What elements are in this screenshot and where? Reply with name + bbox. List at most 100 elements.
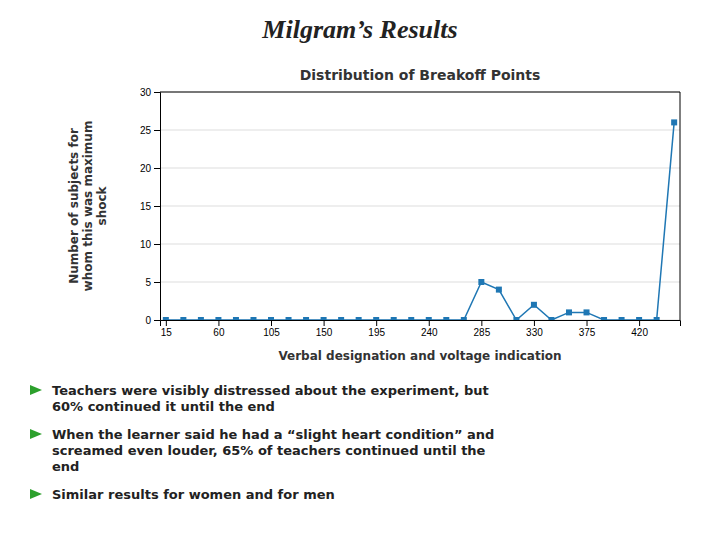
point [215,317,221,320]
tick: 60 [213,320,225,338]
tick-label: 150 [316,327,333,338]
subtitle: Distribution of Breakoff Points [300,67,541,83]
tick: 240 [421,320,438,338]
tick-mark [154,168,160,169]
point [566,309,572,315]
tick: 195 [368,320,385,338]
tick-mark [154,206,160,207]
tick-label: 20 [140,163,152,174]
point [250,317,256,320]
text-line: end [52,459,79,474]
grid-line [160,168,680,169]
tick-label: 195 [368,327,385,338]
text-line: Teachers were visibly distressed about t… [52,383,489,398]
tick-mark [271,320,272,326]
tick: 10 [140,239,160,250]
point [268,317,274,320]
annotations: Teachers were visibly distressed about t… [30,383,494,502]
point [443,317,449,320]
tick-mark [166,320,167,326]
point [321,317,327,320]
text-line: screamed even louder, 65% of teachers co… [52,443,486,458]
frame [160,92,680,320]
point [198,317,204,320]
point [303,317,309,320]
tick-mark [154,282,160,283]
point [163,317,169,320]
tick: 375 [579,320,596,338]
tick-mark [481,320,482,326]
tick-label: 30 [140,87,152,98]
point [671,119,677,125]
tick-mark [587,320,588,326]
tick: 420 [631,320,648,338]
point [584,309,590,315]
point [461,317,467,320]
tick-mark [154,92,160,93]
point [654,317,660,320]
point [233,317,239,320]
annotation: When the learner said he had a “slight h… [52,427,494,474]
tick: 330 [526,320,543,338]
point [180,317,186,320]
grid-line [160,206,680,207]
y-axis: 0 5 10 15 20 25 30 [140,87,161,326]
tick-label: 105 [263,327,280,338]
tick: 30 [140,87,160,98]
tick: 15 [161,320,173,338]
tick-label: 5 [145,277,151,288]
plot: 15 60 105 150 195 240 285 330 375 420 0 5 10 15 20 25 30 [140,87,681,338]
point [513,317,519,320]
point [619,317,625,320]
grid-line [160,130,680,131]
tick-mark [376,320,377,326]
tick-mark [154,244,160,245]
point [601,317,607,320]
tick-mark [154,130,160,131]
tick: 25 [140,125,160,136]
annotation: Similar results for women and for men [52,487,335,502]
point [496,287,502,293]
tick-label: 25 [140,125,152,136]
point [286,317,292,320]
text-line: shock [95,185,109,225]
x-axis-title: Verbal designation and voltage indicatio… [278,349,561,363]
axis-line [154,93,161,321]
grid-line [160,244,680,245]
tick-label: 285 [474,327,491,338]
tick-mark [154,320,160,321]
bullet-marker [30,385,42,395]
text-line: whom this was maximum [81,121,95,292]
grid [160,92,680,320]
point [338,317,344,320]
text-line: Number of subjects for [67,128,81,284]
point [373,317,379,320]
point [426,317,432,320]
marks [163,119,677,320]
tick: 285 [474,320,491,338]
tick-label: 420 [631,327,648,338]
tick: 5 [145,277,160,288]
point [548,317,554,320]
point [478,279,484,285]
line [166,122,674,320]
tick-label: 15 [161,327,173,338]
bullet-marker [30,429,42,439]
text-line: 60% continued it until the end [52,399,275,414]
tick-label: 0 [145,315,151,326]
bullet-marker [30,489,42,499]
tick-label: 10 [140,239,152,250]
tick-mark [324,320,325,326]
tick-label: 15 [140,201,152,212]
tick-mark [639,320,640,326]
axis-line [161,321,681,327]
tick: 105 [263,320,280,338]
text-line: When the learner said he had a “slight h… [52,427,494,442]
tick: 20 [140,163,160,174]
tick-mark [534,320,535,326]
tick: 15 [140,201,160,212]
grid-line [160,282,680,283]
tick-label: 375 [579,327,596,338]
point [356,317,362,320]
point [636,317,642,320]
